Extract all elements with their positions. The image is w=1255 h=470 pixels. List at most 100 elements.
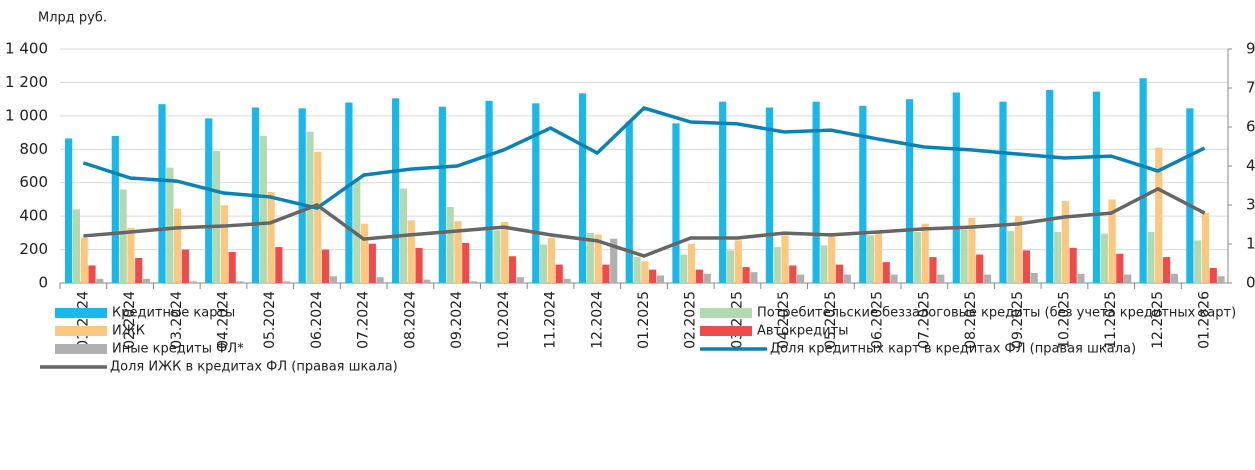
y2-tick-label: 90 <box>1246 40 1255 58</box>
bar <box>353 179 361 283</box>
bar <box>1139 78 1147 283</box>
bar <box>376 277 384 283</box>
x-tick-label: 07.2024 <box>356 291 372 349</box>
bar <box>469 281 478 283</box>
bar <box>1108 199 1116 283</box>
bar <box>1124 274 1132 283</box>
x-tick-label: 05.2025 <box>823 291 839 349</box>
bar <box>1201 212 1210 283</box>
bar <box>360 223 369 283</box>
x-tick-label: 12.2025 <box>1150 291 1166 349</box>
bar <box>929 257 937 283</box>
x-tick-label: 04.2025 <box>776 291 792 349</box>
bar <box>1015 216 1023 283</box>
bar <box>1100 233 1108 283</box>
bar <box>1217 276 1225 283</box>
legend-swatch <box>700 326 752 336</box>
legend-swatch <box>55 308 107 318</box>
bar <box>540 244 548 283</box>
y-tick-label: 0 <box>38 274 48 292</box>
bar <box>726 250 735 283</box>
bar <box>602 264 610 283</box>
bar <box>259 135 267 283</box>
x-tick-label: 11.2024 <box>543 291 559 349</box>
bar <box>174 208 182 283</box>
bar <box>88 265 96 283</box>
x-tick-label: 05.2024 <box>262 291 278 349</box>
bar <box>968 217 976 283</box>
y2-tick-label: 15 <box>1246 235 1255 253</box>
x-tick-label: 07.2025 <box>916 291 932 349</box>
bar <box>812 101 820 284</box>
bar <box>610 238 618 283</box>
bar <box>1053 232 1062 283</box>
bar <box>236 281 244 283</box>
line <box>82 106 1206 211</box>
bar <box>212 150 221 283</box>
bar <box>283 281 291 283</box>
y2-tick-label: 30 <box>1246 196 1255 214</box>
bar <box>1046 89 1054 283</box>
bar <box>976 254 984 283</box>
bar <box>446 206 454 283</box>
bar <box>508 256 517 283</box>
y-tick-label: 400 <box>19 207 48 225</box>
bar <box>820 245 828 283</box>
bar <box>462 242 470 283</box>
bar <box>859 105 867 283</box>
legend-label: Доля кредитных карт в кредитах ФЛ (права… <box>770 342 1136 357</box>
legend-label: Доля ИЖК в кредитах ФЛ (правая шкала) <box>110 360 398 375</box>
bar <box>1209 267 1217 283</box>
bar <box>952 92 960 283</box>
bar <box>392 98 400 283</box>
x-tick-label: 08.2024 <box>402 291 418 349</box>
bar <box>423 279 431 283</box>
x-tick-label: 03.2024 <box>169 291 185 349</box>
bar <box>189 281 197 283</box>
bar <box>719 101 727 284</box>
bar <box>1194 240 1202 283</box>
x-tick-label: 02.2025 <box>683 291 699 349</box>
legend-swatch <box>55 344 107 354</box>
bar <box>1147 232 1155 283</box>
bar <box>913 232 921 283</box>
bar <box>158 104 166 284</box>
x-tick-label: 10.2024 <box>496 291 512 349</box>
bar <box>672 123 680 283</box>
bar <box>641 261 649 283</box>
bar <box>633 257 641 283</box>
y-tick-label: 600 <box>19 173 48 191</box>
bar <box>867 235 875 283</box>
bar <box>905 99 914 284</box>
y-tick-label: 1 400 <box>5 40 48 58</box>
bar <box>843 274 851 283</box>
bar <box>734 240 742 283</box>
bar <box>750 272 758 283</box>
bar <box>1030 272 1038 283</box>
x-tick-label: 08.2025 <box>963 291 979 349</box>
bar <box>835 264 844 283</box>
y-tick-label: 800 <box>19 140 48 158</box>
x-tick-label: 10.2025 <box>1056 291 1072 349</box>
bar <box>874 232 883 283</box>
y2-tick-label: 45 <box>1246 157 1255 175</box>
bar <box>267 191 275 283</box>
bar <box>828 235 836 283</box>
bar <box>921 223 929 283</box>
bar <box>454 221 462 283</box>
bar <box>656 275 665 283</box>
x-tick-label: 04.2024 <box>216 291 232 349</box>
x-tick-label: 06.2024 <box>309 291 325 349</box>
bar <box>501 221 509 283</box>
bar <box>329 276 337 283</box>
bar <box>1061 201 1069 283</box>
bar <box>555 264 563 283</box>
bar <box>983 274 992 283</box>
bar <box>680 254 688 283</box>
legend-swatch <box>55 326 107 336</box>
bar <box>142 278 151 283</box>
x-tick-label: 09.2024 <box>449 291 465 349</box>
bar <box>205 118 213 283</box>
bar <box>1162 257 1171 283</box>
bar <box>999 101 1007 284</box>
